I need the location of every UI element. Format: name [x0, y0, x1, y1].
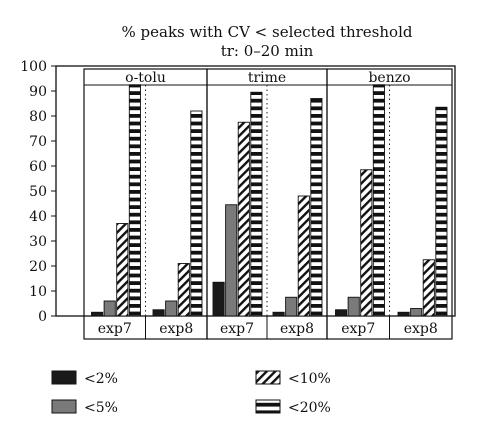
y-tick-label: 40	[29, 209, 47, 225]
bar-trime-exp8-20	[310, 98, 323, 317]
legend-label-20: <20%	[288, 400, 331, 416]
legend-label-10: <10%	[288, 371, 331, 387]
y-tick-label: 90	[29, 84, 47, 100]
bar-benzo-exp7-10	[360, 169, 373, 317]
group-label-trime: trime	[248, 70, 286, 86]
bar-o-tolu-exp7-10	[116, 223, 129, 317]
bar-o-tolu-exp8-5	[165, 300, 178, 317]
bar-benzo-exp8-10	[422, 259, 435, 317]
y-tick-label: 50	[29, 184, 47, 200]
legend-swatch-5	[51, 399, 77, 414]
bar-o-tolu-exp8-20	[190, 110, 203, 317]
group-label-benzo: benzo	[368, 70, 410, 86]
y-tick-label: 80	[29, 109, 47, 125]
bar-o-tolu-exp8-10	[177, 263, 190, 317]
y-tick-label: 0	[38, 309, 47, 325]
bar-trime-exp7-20	[250, 91, 263, 317]
y-tick-label: 20	[29, 259, 47, 275]
y-tick-label: 100	[20, 59, 47, 75]
x-tick-label: exp8	[280, 321, 314, 337]
y-tick-label: 60	[29, 159, 47, 175]
legend-swatch-20	[255, 399, 281, 414]
bar-benzo-exp7-2	[335, 309, 348, 317]
x-tick-label: exp8	[404, 321, 438, 337]
legend-label-2: <2%	[84, 371, 118, 387]
legend: <2% <5% <10% <20%	[51, 370, 331, 416]
bar-trime-exp8-2	[272, 311, 285, 317]
bar-benzo-exp8-2	[397, 311, 410, 317]
bar-benzo-exp7-20	[372, 84, 385, 317]
bar-o-tolu-exp7-2	[91, 311, 104, 317]
x-tick-label: exp7	[220, 321, 254, 337]
bar-trime-exp7-2	[212, 281, 225, 317]
bar-trime-exp7-10	[237, 121, 250, 317]
bar-trime-exp8-10	[297, 195, 310, 317]
y-tick-label: 30	[29, 234, 47, 250]
bar-o-tolu-exp8-2	[152, 309, 165, 317]
chart-title: % peaks with CV < selected threshold	[122, 23, 413, 41]
group-label-o-tolu: o-tolu	[125, 70, 166, 86]
chart-subtitle: tr: 0–20 min	[221, 42, 314, 60]
x-tick-label: exp7	[98, 321, 132, 337]
x-tick-label: exp8	[159, 321, 193, 337]
legend-label-5: <5%	[84, 400, 118, 416]
x-tick-label: exp7	[341, 321, 375, 337]
bar-benzo-exp7-5	[347, 296, 360, 317]
bar-o-tolu-exp7-20	[128, 84, 141, 317]
bar-benzo-exp8-20	[435, 106, 448, 317]
y-tick-label: 10	[29, 284, 47, 300]
bar-trime-exp8-5	[285, 296, 298, 317]
y-tick-label: 70	[29, 134, 47, 150]
legend-swatch-10	[255, 370, 281, 385]
bar-o-tolu-exp7-5	[103, 300, 116, 317]
bar-trime-exp7-5	[225, 204, 238, 317]
plot-area: 0 10 20 30 40 50 60 70 80 90 100 o-tolu trime benzo ex…	[20, 59, 456, 340]
bar-benzo-exp8-5	[410, 308, 423, 317]
legend-swatch-2	[51, 370, 77, 385]
